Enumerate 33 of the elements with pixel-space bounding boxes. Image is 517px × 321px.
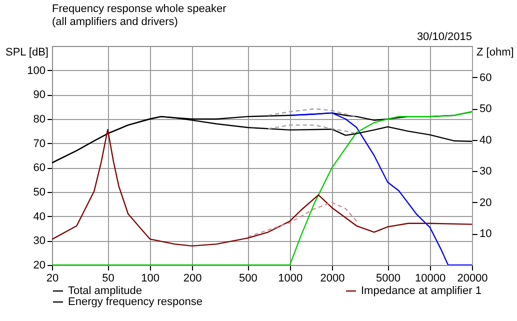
y2-tick-label: 40: [480, 134, 492, 146]
y2-tick-label: 30: [480, 166, 492, 178]
y-tick-label: 80: [33, 114, 46, 126]
chart-subtitle: (all amplifiers and drivers): [52, 16, 178, 28]
x-tick-label: 20: [46, 272, 59, 284]
y-tick-label: 30: [33, 235, 46, 248]
y2-axis-title: Z [ohm]: [476, 46, 514, 58]
y-tick-label: 60: [33, 162, 46, 174]
y2-tick-label: 60: [480, 72, 492, 84]
y2-tick-label: 50: [480, 103, 492, 116]
legend-label: Energy frequency response: [68, 296, 203, 308]
chart-title: Frequency response whole speaker: [52, 3, 227, 15]
x-tick-label: 500: [239, 272, 258, 284]
x-tick-label: 20000: [457, 272, 488, 284]
y-tick-label: 100: [27, 64, 46, 77]
y-tick-label: 50: [33, 186, 46, 198]
legend-label: Total amplitude: [68, 285, 142, 297]
y2-tick-label: 20: [480, 196, 492, 209]
x-tick-label: 2000: [320, 272, 345, 284]
y-tick-label: 90: [33, 89, 46, 102]
legend-label: Impedance at amplifier 1: [361, 285, 482, 297]
y2-tick-label: 10: [480, 228, 492, 240]
x-tick-label: 50: [102, 272, 114, 284]
x-tick-label: 1000: [278, 272, 303, 284]
text: 30/10/2015: [416, 31, 472, 43]
x-tick-label: 5000: [376, 272, 400, 284]
y-axis-title: SPL [dB]: [5, 46, 48, 58]
x-tick-label: 10000: [415, 272, 446, 284]
y-tick-label: 40: [33, 210, 46, 223]
y-tick-label: 70: [33, 138, 46, 150]
x-tick-label: 100: [141, 272, 160, 284]
y-tick-label: 20: [33, 260, 46, 272]
x-tick-label: 200: [183, 272, 202, 284]
